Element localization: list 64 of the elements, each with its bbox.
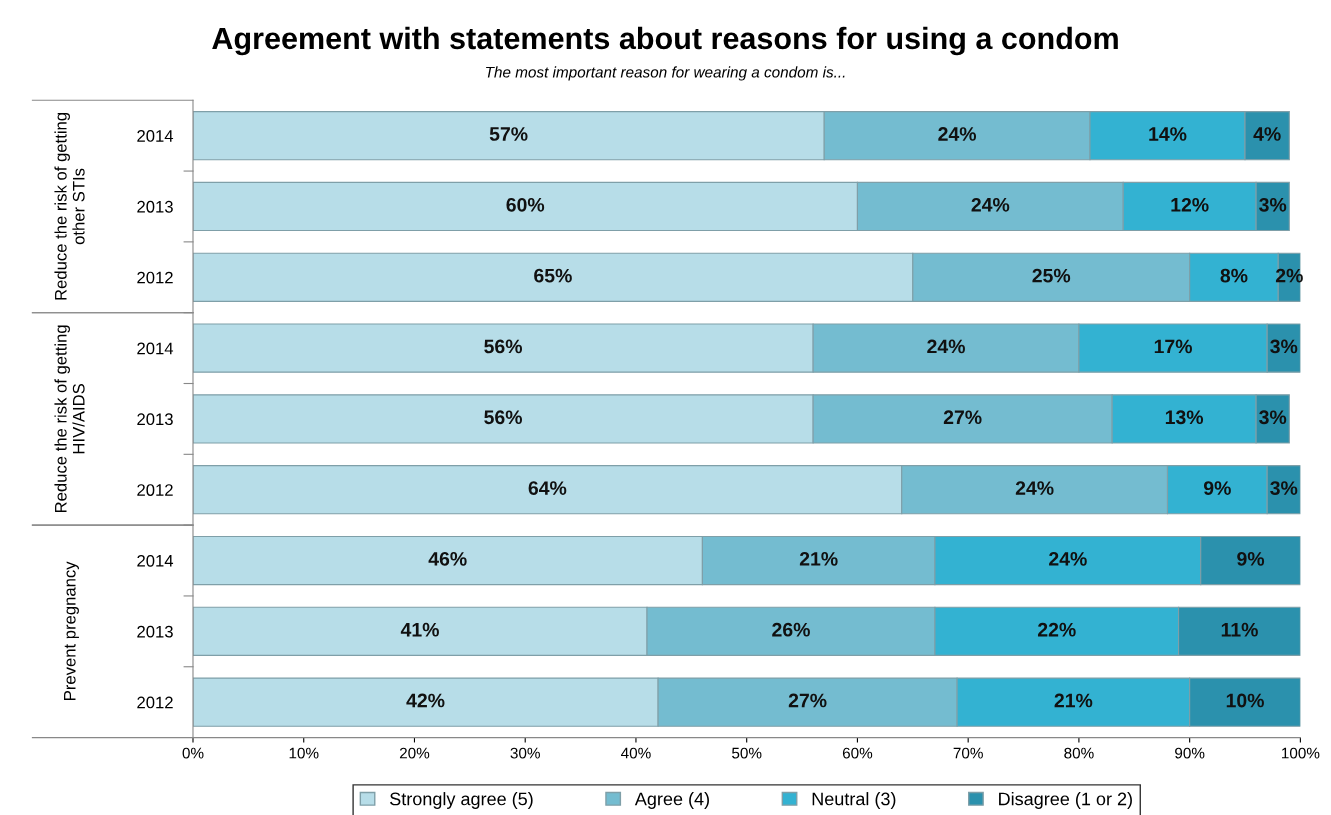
data-label: 27% [788, 693, 827, 708]
x-tick-label: 100% [1282, 747, 1320, 759]
data-label: 9% [1203, 481, 1231, 495]
chart-title: Agreement with statements about reasons for using a condom [212, 26, 1118, 56]
data-label: 3% [1259, 197, 1287, 212]
text: Reduce the risk of getting HIV/AIDS [54, 325, 85, 513]
data-label: 65% [534, 268, 572, 283]
data-label: 21% [799, 551, 838, 566]
data-label: 3% [1270, 339, 1298, 354]
data-label: 42% [406, 693, 445, 708]
legend-label: Neutral (3) [812, 792, 896, 809]
x-tick-label: 60% [842, 747, 873, 759]
data-label: 4% [1253, 127, 1281, 141]
x-tick-label: 20% [399, 747, 430, 759]
data-label: 14% [1149, 127, 1187, 141]
data-label: 8% [1220, 268, 1248, 283]
data-label: 56% [484, 339, 523, 354]
x-tick-label: 40% [621, 747, 651, 759]
y-tick-label: 2012 [137, 271, 173, 284]
data-label: 13% [1165, 410, 1204, 425]
data-label: 26% [772, 622, 810, 637]
legend-label: Disagree (1 or 2) [999, 792, 1132, 809]
data-label: 24% [971, 197, 1010, 212]
data-label: 27% [943, 410, 982, 425]
text: Reduce the risk of getting other STIs [54, 113, 85, 300]
x-tick-label: 10% [289, 747, 319, 759]
data-label: 22% [1037, 622, 1076, 637]
y-tick-label: 2012 [137, 696, 173, 709]
legend-label: Agree (4) [634, 792, 709, 809]
y-tick-label: 2012 [137, 484, 173, 496]
y-tick-label: 2014 [137, 130, 174, 142]
data-label: 25% [1032, 268, 1071, 283]
data-label: 60% [506, 197, 545, 212]
data-label: 24% [927, 339, 965, 354]
data-label: 3% [1259, 410, 1287, 425]
data-label: 41% [400, 622, 439, 637]
x-tick-label: 50% [732, 747, 762, 759]
data-label: 12% [1171, 197, 1209, 212]
y-tick-label: 2013 [137, 200, 173, 213]
data-label: 24% [1015, 481, 1054, 495]
data-label: 46% [428, 551, 467, 566]
data-label: 56% [484, 410, 523, 425]
data-label: 64% [528, 481, 567, 495]
x-tick-label: 90% [1175, 747, 1205, 759]
x-tick-label: 80% [1064, 747, 1094, 759]
data-label: 57% [489, 127, 528, 141]
x-tick-label: 0% [182, 747, 204, 759]
chart-subtitle: The most important reason for wearing a condom is... [486, 66, 845, 81]
y-tick-label: 2014 [137, 554, 174, 567]
text: Prevent pregnancy [64, 561, 79, 700]
y-tick-label: 2013 [137, 413, 173, 426]
y-tick-label: 2014 [137, 342, 174, 355]
data-label: 24% [938, 127, 977, 141]
data-label: 9% [1237, 551, 1265, 566]
y-tick-label: 2013 [137, 625, 173, 638]
x-tick-label: 30% [510, 747, 540, 759]
legend-label: Strongly agree (5) [390, 792, 533, 809]
data-label: 3% [1270, 481, 1298, 495]
x-tick-label: 70% [953, 747, 983, 759]
data-label: 10% [1226, 693, 1264, 708]
data-label: 21% [1054, 693, 1093, 708]
data-label: 11% [1221, 622, 1258, 637]
data-label: 24% [1049, 551, 1087, 566]
data-label: 17% [1154, 339, 1192, 354]
